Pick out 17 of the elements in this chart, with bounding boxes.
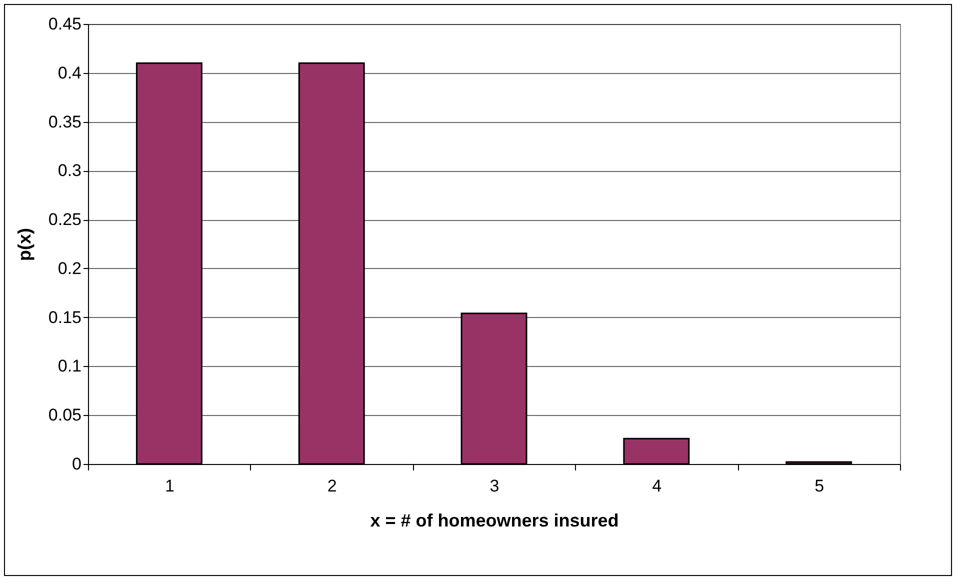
x-tick-label: 4 bbox=[652, 476, 662, 496]
x-axis-title: x = # of homeowners insured bbox=[370, 510, 619, 530]
y-tick-label: 0.2 bbox=[58, 258, 82, 278]
y-tick-label: 0.1 bbox=[58, 356, 82, 376]
x-tick-label: 2 bbox=[327, 476, 337, 496]
x-tick-label: 5 bbox=[814, 476, 824, 496]
x-tick-label: 1 bbox=[164, 476, 174, 496]
y-tick-label: 0.35 bbox=[48, 112, 82, 132]
x-tick-label: 3 bbox=[490, 476, 500, 496]
y-tick-label: 0 bbox=[72, 454, 82, 474]
y-tick-label: 0.4 bbox=[58, 63, 82, 82]
y-tick-label: 0.45 bbox=[48, 14, 82, 34]
y-tick-label: 0.05 bbox=[48, 406, 82, 425]
y-axis-title: p(x) bbox=[14, 228, 34, 261]
y-tick-label: 0.15 bbox=[48, 308, 82, 327]
y-tick-label: 0.25 bbox=[48, 210, 82, 230]
y-tick-label: 0.3 bbox=[58, 161, 82, 180]
